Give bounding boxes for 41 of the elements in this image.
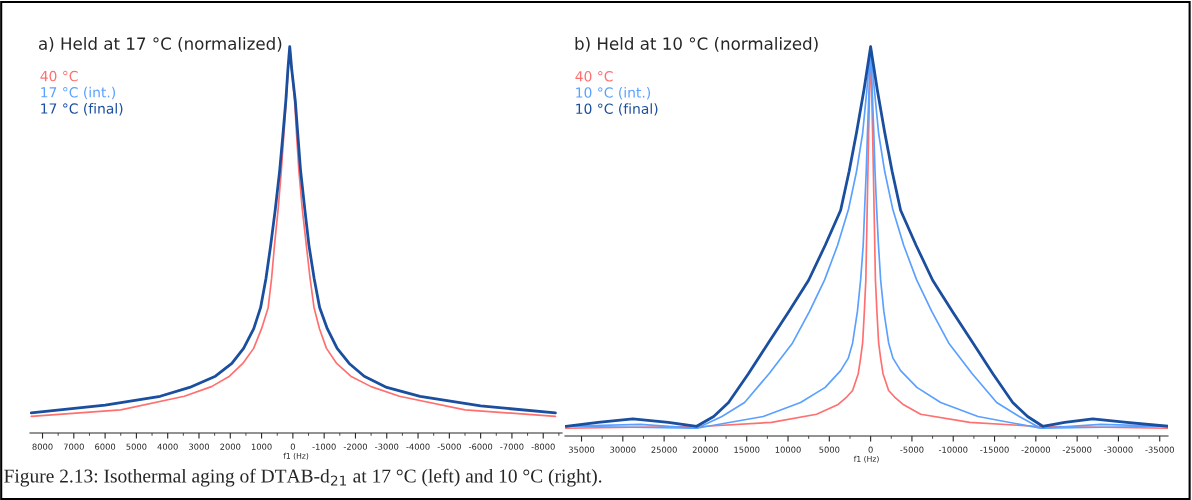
x-tick-label: -25000 [1062, 446, 1092, 453]
x-tick-label: 35000 [568, 446, 595, 453]
chart-title: b) Held at 10 °C (normalized) [575, 37, 818, 52]
x-tick-label: -7000 [500, 443, 524, 450]
x-tick-label: 30000 [610, 446, 636, 453]
x-tick-label: 3000 [189, 443, 210, 450]
x-tick-label: 8000 [32, 443, 53, 450]
x-tick-label: -15000 [980, 446, 1009, 453]
x-tick-label: 0 [868, 446, 873, 453]
x-tick-label: -1000 [312, 443, 336, 450]
caption: Figure 2.13: Isothermal aging of DTAB-d$_{21}$ at 17 °C (left) and 10 °C (right). [4, 468, 602, 487]
x-tick-label: 25000 [651, 446, 677, 453]
x-tick-label: 2000 [220, 443, 241, 450]
text: 10 °C (int.) [576, 87, 651, 100]
text: 40 °C [575, 71, 613, 82]
x-tick-label: 7000 [63, 443, 84, 450]
x-tick-label: 1000 [251, 443, 272, 450]
x-tick-label: 6000 [95, 443, 116, 450]
x-tick-label: 0 [290, 443, 295, 450]
legend-label: 17 °C (int.) [41, 86, 116, 100]
x-tick-label: -5000 [437, 443, 461, 450]
x-tick-label: -4000 [406, 443, 430, 450]
x-tick-label: 15000 [734, 446, 760, 453]
chart-title: a) Held at 17 °C (normalized) [38, 36, 282, 52]
x-tick-label: -2000 [343, 443, 368, 450]
x-tick-label: 10000 [775, 446, 801, 453]
x-tick-label: 5000 [819, 446, 840, 453]
x-tick-label: 4000 [157, 443, 178, 450]
x-tick-label: -20000 [1021, 446, 1051, 453]
x-tick-label: -10000 [938, 446, 968, 453]
x-tick-label: -8000 [531, 443, 555, 450]
text: 17 °C (final) [41, 103, 123, 116]
text: 10 °C (final) [576, 103, 658, 116]
text: 40 °C [40, 70, 78, 82]
x-tick-label: 20000 [692, 446, 719, 453]
x-tick-label: 5000 [126, 443, 147, 450]
x-tick-label: -6000 [468, 443, 493, 450]
x-tick-label: -35000 [1145, 446, 1174, 453]
x-tick-label: -5000 [900, 446, 924, 453]
x-tick-label: -30000 [1104, 446, 1133, 453]
x-tick-label: -3000 [375, 443, 399, 450]
